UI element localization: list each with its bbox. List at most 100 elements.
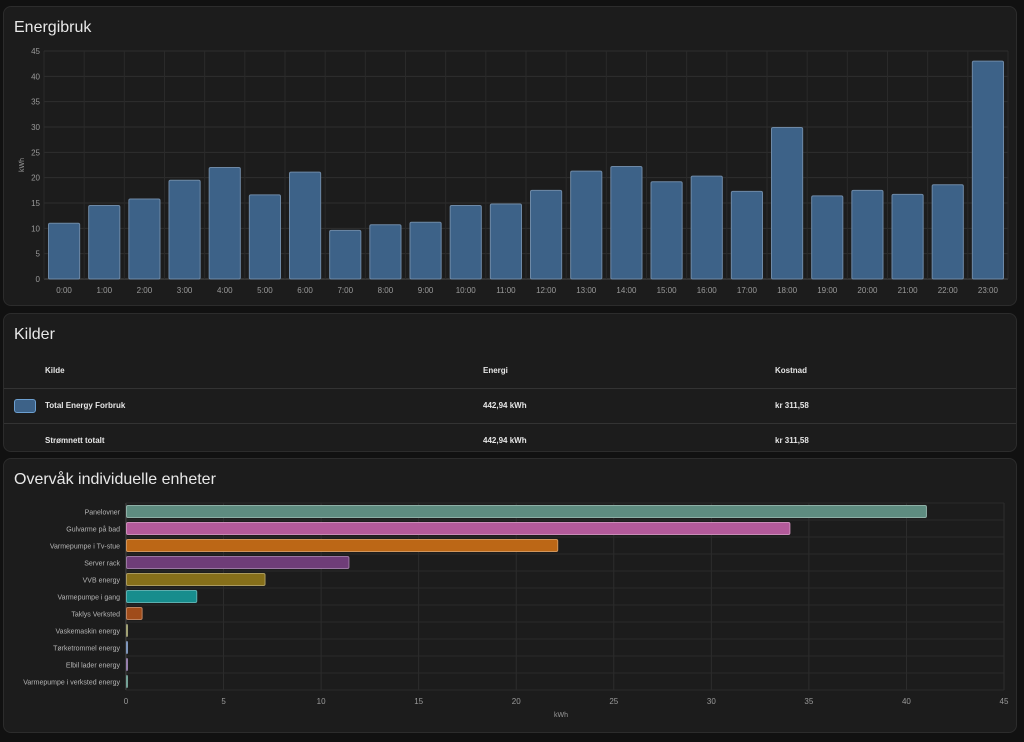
x-tick-label: 19:00 <box>817 286 838 295</box>
device-bar <box>126 522 791 535</box>
bar-11:00 <box>489 203 523 280</box>
bar-3:00 <box>168 179 201 280</box>
x-tick-label: 5:00 <box>257 286 273 295</box>
y-tick-label: Taklys Verksted <box>71 612 120 619</box>
x-tick-label: 9:00 <box>418 286 434 295</box>
y-tick-label: 10 <box>31 224 40 233</box>
x-tick-label: 16:00 <box>697 286 718 295</box>
x-tick-label: 30 <box>707 697 716 706</box>
y-tick-label: 40 <box>31 72 40 81</box>
bar-7:00 <box>329 229 362 280</box>
bar-17:00 <box>730 190 763 280</box>
bar-10:00 <box>449 205 482 280</box>
y-axis-title: kWh <box>19 158 26 172</box>
total-energy: 442,94 kWh <box>483 436 527 445</box>
x-tick-label: 22:00 <box>938 286 959 295</box>
bar-9:00 <box>409 221 442 280</box>
x-tick-label: 20:00 <box>857 286 878 295</box>
y-tick-label: VVB energy <box>83 578 121 585</box>
device-energy-chart: 0 5 10 15 20 25 30 35 40 45 kWh Panelovner Gulvarme … <box>23 502 1009 719</box>
x-axis-title: kWh <box>554 712 568 719</box>
x-tick-label: 45 <box>1000 697 1009 706</box>
x-tick-label: 14:00 <box>616 286 637 295</box>
x-tick-label: 2:00 <box>137 286 153 295</box>
energy-usage-title: Energibruk <box>14 19 92 36</box>
x-tick-label: 21:00 <box>898 286 919 295</box>
devices-card: Overvåk individuelle enheter 0 5 10 15 20 25 3… <box>3 458 1017 733</box>
x-tick-label: 18:00 <box>777 286 798 295</box>
bar-16:00 <box>690 175 723 280</box>
device-bar <box>126 590 198 603</box>
header-source: Kilde <box>45 366 65 375</box>
x-tick-label: 13:00 <box>576 286 597 295</box>
bar-22:00 <box>931 184 964 280</box>
sources-title: Kilder <box>14 326 55 343</box>
energy-usage-card: Energibruk 0 5 10 15 20 25 30 35 40 45 kWh 0:00 1:00… <box>3 6 1017 306</box>
device-bar <box>126 624 128 637</box>
x-tick-label: 5 <box>221 697 226 706</box>
table-row: Total Energy Forbruk 442,94 kWh kr 311,5… <box>4 389 1016 424</box>
bar-5:00 <box>248 194 281 280</box>
y-tick-label: Varmepumpe i gang <box>57 595 120 602</box>
bar-14:00 <box>610 166 643 280</box>
x-tick-label: 0 <box>124 697 129 706</box>
bar-20:00 <box>851 189 884 280</box>
device-bar <box>126 573 266 586</box>
x-tick-label: 10 <box>317 697 326 706</box>
bar-0:00 <box>48 222 81 280</box>
x-tick-label: 35 <box>804 697 813 706</box>
x-tick-label: 12:00 <box>536 286 557 295</box>
x-tick-label: 15:00 <box>657 286 678 295</box>
device-bar <box>126 505 927 518</box>
y-tick-label: Server rack <box>84 561 120 568</box>
x-tick-label: 1:00 <box>96 286 112 295</box>
y-tick-label: Panelovner <box>85 510 121 517</box>
y-tick-label: 15 <box>31 199 40 208</box>
bar-21:00 <box>891 193 924 280</box>
bar-15:00 <box>650 181 683 280</box>
total-row: Strømnett totalt 442,94 kWh kr 311,58 <box>4 424 1016 458</box>
hourly-energy-chart: 0 5 10 15 20 25 30 35 40 45 kWh 0:00 1:00 2:00 3:00 4:0… <box>19 47 1009 295</box>
sources-header-row: Kilde Energi Kostnad <box>4 354 1016 389</box>
x-tick-label: 25 <box>609 697 618 706</box>
total-source: Strømnett totalt <box>45 436 105 445</box>
y-tick-label: 5 <box>36 250 41 259</box>
x-tick-label: 23:00 <box>978 286 999 295</box>
device-bar <box>126 658 128 671</box>
x-tick-label: 20 <box>512 697 521 706</box>
bar-2:00 <box>128 198 161 280</box>
source-name: Total Energy Forbruk <box>45 401 126 410</box>
y-tick-label: Vaskemaskin energy <box>56 629 121 636</box>
device-bar <box>126 641 128 654</box>
y-tick-label: Varmepumpe i Tv-stue <box>50 544 120 551</box>
sources-card: Kilder Kilde Energi Kostnad Total Energy… <box>3 313 1017 452</box>
y-tick-label: 30 <box>31 123 40 132</box>
y-tick-label: 45 <box>31 47 40 56</box>
device-bar <box>126 556 350 569</box>
device-bar <box>126 675 128 688</box>
x-tick-label: 4:00 <box>217 286 233 295</box>
y-tick-label: 25 <box>31 148 40 157</box>
y-tick-label: Gulvarme på bad <box>66 526 120 534</box>
bar-13:00 <box>570 170 603 280</box>
x-tick-label: 11:00 <box>496 286 516 295</box>
bar-8:00 <box>369 224 402 280</box>
bar-12:00 <box>530 189 563 280</box>
bar-19:00 <box>811 195 844 280</box>
bar-1:00 <box>88 205 121 280</box>
y-tick-label: 35 <box>31 98 40 107</box>
sources-table: Kilde Energi Kostnad Total Energy Forbru… <box>4 354 1016 458</box>
x-tick-label: 10:00 <box>456 286 477 295</box>
x-tick-label: 40 <box>902 697 911 706</box>
y-tick-label: 20 <box>31 174 40 183</box>
x-tick-label: 6:00 <box>297 286 313 295</box>
bar-18:00 <box>771 127 804 280</box>
x-tick-label: 15 <box>414 697 423 706</box>
device-bar <box>126 539 559 552</box>
x-tick-label: 8:00 <box>378 286 394 295</box>
total-cost: kr 311,58 <box>775 436 809 445</box>
x-tick-label: 3:00 <box>177 286 193 295</box>
source-energy: 442,94 kWh <box>483 401 527 410</box>
header-cost: Kostnad <box>775 366 807 375</box>
y-tick-label: Tørketrommel energy <box>53 646 120 653</box>
